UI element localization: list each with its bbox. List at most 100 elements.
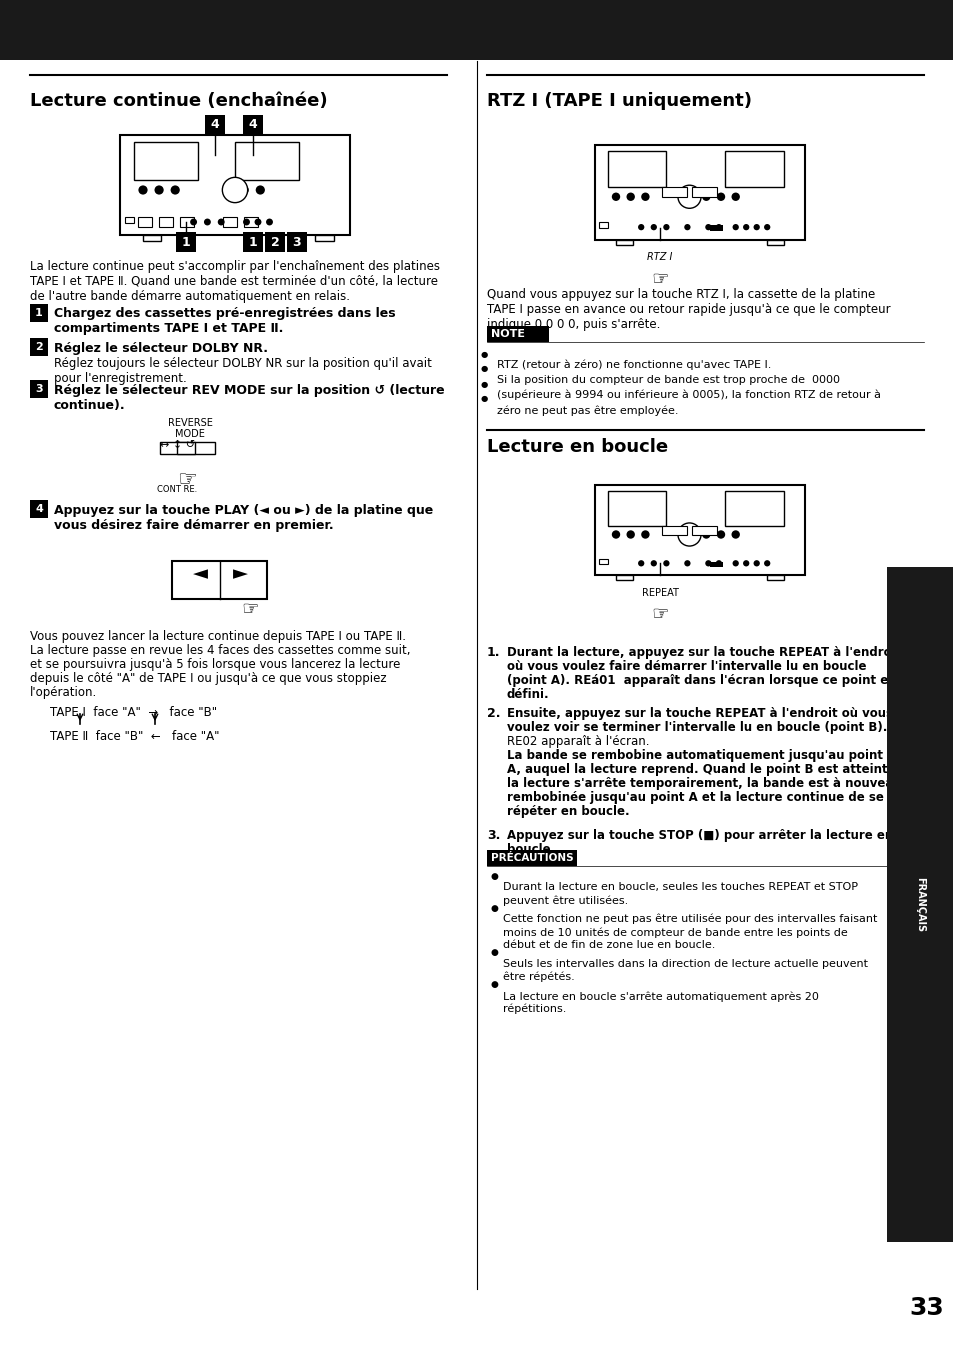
Bar bbox=[661, 188, 687, 197]
Text: Durant la lecture en boucle, seules les touches REPEAT et STOP: Durant la lecture en boucle, seules les … bbox=[502, 882, 857, 892]
Circle shape bbox=[239, 185, 249, 194]
Text: 1: 1 bbox=[249, 235, 257, 248]
Bar bbox=[133, 142, 198, 180]
Bar bbox=[287, 232, 307, 252]
Bar bbox=[30, 500, 48, 518]
Text: 1.: 1. bbox=[486, 647, 500, 659]
Text: REPEAT: REPEAT bbox=[640, 589, 678, 598]
Bar bbox=[120, 135, 350, 235]
Text: voulez voir se terminer l'intervalle lu en boucle (point B).: voulez voir se terminer l'intervalle lu … bbox=[506, 721, 886, 734]
Bar bbox=[710, 225, 722, 231]
Text: Appuyez sur la touche STOP (■) pour arrêter la lecture en: Appuyez sur la touche STOP (■) pour arrê… bbox=[506, 829, 892, 842]
Text: (point A). REá01  apparaît dans l'écran lorsque ce point est: (point A). REá01 apparaît dans l'écran l… bbox=[506, 674, 900, 687]
Bar bbox=[138, 217, 152, 227]
Circle shape bbox=[701, 193, 710, 201]
Text: ◄: ◄ bbox=[193, 564, 208, 583]
Bar bbox=[265, 232, 285, 252]
Bar bbox=[125, 217, 133, 223]
Text: RTZ (retour à zéro) ne fonctionne qu'avec TAPE Ⅰ.: RTZ (retour à zéro) ne fonctionne qu'ave… bbox=[497, 360, 771, 370]
Text: (supérieure à 9994 ou inférieure à 0005), la fonction RTZ de retour à: (supérieure à 9994 ou inférieure à 0005)… bbox=[497, 390, 880, 401]
Text: Lecture en boucle: Lecture en boucle bbox=[486, 437, 667, 456]
Text: TAPE Ⅱ  face "B"  ←   face "A": TAPE Ⅱ face "B" ← face "A" bbox=[50, 730, 219, 742]
Circle shape bbox=[638, 560, 643, 567]
Text: 3: 3 bbox=[35, 383, 43, 394]
Bar bbox=[766, 239, 783, 246]
Circle shape bbox=[763, 224, 769, 231]
Text: ↔ ↕ ↺: ↔ ↕ ↺ bbox=[160, 440, 195, 450]
Circle shape bbox=[715, 224, 721, 231]
Text: Ensuite, appuyez sur la touche REPEAT à l'endroit où vous: Ensuite, appuyez sur la touche REPEAT à … bbox=[506, 707, 892, 720]
Bar bbox=[315, 235, 334, 242]
Text: Réglez toujours le sélecteur DOLBY NR sur la position qu'il avait: Réglez toujours le sélecteur DOLBY NR su… bbox=[54, 356, 432, 370]
Text: compartiments TAPE Ⅰ et TAPE Ⅱ.: compartiments TAPE Ⅰ et TAPE Ⅱ. bbox=[54, 323, 283, 335]
Text: ●: ● bbox=[480, 394, 488, 404]
Text: La lecture en boucle s'arrête automatiquement après 20: La lecture en boucle s'arrête automatiqu… bbox=[502, 991, 818, 1002]
Text: répétitions.: répétitions. bbox=[502, 1004, 566, 1014]
Bar bbox=[598, 559, 607, 564]
Text: RTZ Ⅰ: RTZ Ⅰ bbox=[647, 252, 672, 262]
Circle shape bbox=[650, 560, 657, 567]
Bar bbox=[175, 232, 195, 252]
Text: Vous pouvez lancer la lecture continue depuis TAPE Ⅰ ou TAPE Ⅱ.: Vous pouvez lancer la lecture continue d… bbox=[30, 630, 406, 643]
Text: ●: ● bbox=[491, 980, 498, 990]
Text: depuis le côté "A" de TAPE Ⅰ ou jusqu'à ce que vous stoppiez: depuis le côté "A" de TAPE Ⅰ ou jusqu'à … bbox=[30, 672, 386, 684]
Text: ☞: ☞ bbox=[651, 605, 668, 624]
Text: ►: ► bbox=[233, 564, 247, 583]
Bar bbox=[223, 217, 237, 227]
Text: 1: 1 bbox=[181, 235, 191, 248]
Circle shape bbox=[731, 193, 740, 201]
Text: répéter en boucle.: répéter en boucle. bbox=[506, 805, 629, 818]
Text: pour l'enregistrement.: pour l'enregistrement. bbox=[54, 373, 187, 385]
Text: et se poursuivra jusqu'à 5 fois lorsque vous lancerez la lecture: et se poursuivra jusqu'à 5 fois lorsque … bbox=[30, 657, 400, 671]
Bar bbox=[159, 217, 172, 227]
Bar bbox=[598, 223, 607, 228]
Bar bbox=[607, 491, 666, 525]
Text: NOTE: NOTE bbox=[491, 329, 524, 339]
Bar bbox=[179, 217, 193, 227]
Circle shape bbox=[678, 522, 700, 545]
Bar bbox=[486, 325, 548, 342]
Circle shape bbox=[678, 185, 700, 208]
Text: indique 0 0 0 0, puis s'arrête.: indique 0 0 0 0, puis s'arrête. bbox=[486, 319, 659, 331]
Circle shape bbox=[662, 560, 669, 567]
Text: ●: ● bbox=[480, 379, 488, 389]
Bar bbox=[607, 151, 666, 188]
Circle shape bbox=[763, 560, 769, 567]
Text: TAPE Ⅰ et TAPE Ⅱ. Quand une bande est terminée d'un côté, la lecture: TAPE Ⅰ et TAPE Ⅱ. Quand une bande est te… bbox=[30, 275, 437, 288]
Circle shape bbox=[255, 185, 265, 194]
Bar bbox=[243, 232, 263, 252]
Bar bbox=[172, 562, 267, 599]
Text: la lecture s'arrête temporairement, la bande est à nouveau: la lecture s'arrête temporairement, la b… bbox=[506, 778, 901, 790]
Bar bbox=[691, 525, 716, 535]
Text: 33: 33 bbox=[908, 1296, 943, 1320]
Bar bbox=[724, 151, 783, 188]
Bar bbox=[595, 144, 804, 239]
Text: ●: ● bbox=[480, 364, 488, 374]
Circle shape bbox=[742, 224, 748, 231]
Circle shape bbox=[683, 560, 690, 567]
Circle shape bbox=[662, 224, 669, 231]
Text: 1: 1 bbox=[35, 308, 43, 319]
Text: Réglez le sélecteur REV MODE sur la position ↺ (lecture: Réglez le sélecteur REV MODE sur la posi… bbox=[54, 383, 444, 397]
Circle shape bbox=[640, 193, 649, 201]
Text: La bande se rembobine automatiquement jusqu'au point: La bande se rembobine automatiquement ju… bbox=[506, 749, 882, 761]
Bar bbox=[30, 338, 48, 356]
Text: ●: ● bbox=[480, 350, 488, 359]
Text: Si la position du compteur de bande est trop proche de  0000: Si la position du compteur de bande est … bbox=[497, 375, 840, 385]
Bar bbox=[710, 562, 722, 567]
Bar bbox=[205, 115, 225, 135]
Text: ●: ● bbox=[491, 872, 498, 880]
Text: où vous voulez faire démarrer l'intervalle lu en boucle: où vous voulez faire démarrer l'interval… bbox=[506, 660, 865, 674]
Bar bbox=[486, 850, 577, 865]
Text: zéro ne peut pas être employée.: zéro ne peut pas être employée. bbox=[497, 405, 678, 416]
Bar bbox=[616, 575, 632, 580]
Text: PRÉCAUTIONS: PRÉCAUTIONS bbox=[491, 853, 573, 863]
Text: 3: 3 bbox=[293, 235, 301, 248]
Circle shape bbox=[640, 531, 649, 539]
Text: Durant la lecture, appuyez sur la touche REPEAT à l'endroit: Durant la lecture, appuyez sur la touche… bbox=[506, 647, 901, 659]
Text: défini.: défini. bbox=[506, 688, 549, 701]
Text: 2.: 2. bbox=[486, 707, 500, 720]
Bar bbox=[143, 235, 161, 242]
Circle shape bbox=[732, 560, 738, 567]
Text: Réglez le sélecteur DOLBY NR.: Réglez le sélecteur DOLBY NR. bbox=[54, 342, 268, 355]
